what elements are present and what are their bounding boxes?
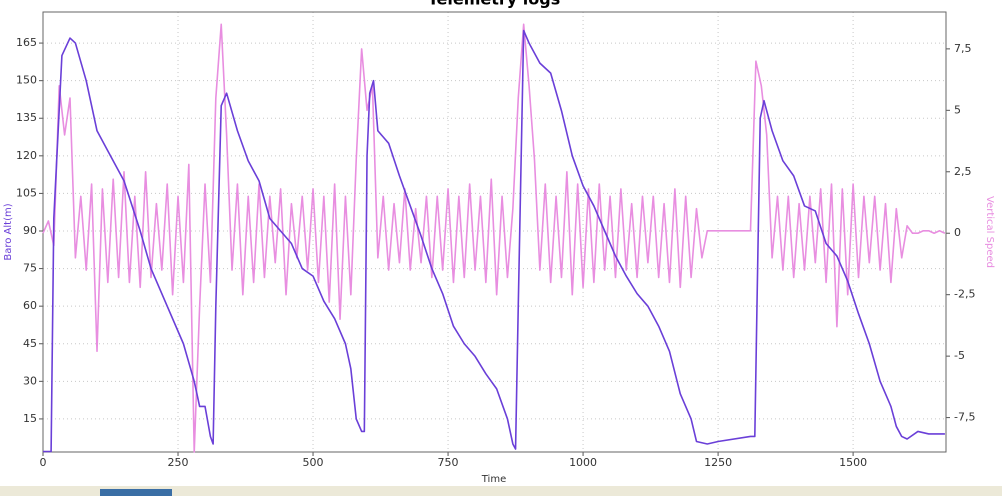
y-tick-label: 120 <box>16 149 37 162</box>
y2-tick-label: -7,5 <box>954 411 975 424</box>
x-tick-label: 500 <box>303 456 324 469</box>
y-axis-label: Baro Alt(m) <box>3 203 14 260</box>
y-tick-label: 165 <box>16 36 37 49</box>
y2-tick-label: 5 <box>954 103 961 116</box>
y-tick-label: 135 <box>16 111 37 124</box>
y2-tick-label: 0 <box>954 226 961 239</box>
chart-title: Telemetry logs <box>428 0 561 9</box>
y-tick-label: 90 <box>23 224 37 237</box>
y-tick-label: 45 <box>23 337 37 350</box>
taskbar-button <box>100 489 172 496</box>
chart-background <box>0 0 1002 486</box>
y2-axis-label: Vertical Speed <box>984 196 995 268</box>
y2-tick-label: 2,5 <box>954 165 972 178</box>
x-tick-label: 1000 <box>569 456 597 469</box>
x-tick-label: 1250 <box>704 456 732 469</box>
y-tick-label: 15 <box>23 412 37 425</box>
x-axis-label: Time <box>481 474 506 485</box>
x-tick-label: 0 <box>40 456 47 469</box>
y-tick-label: 75 <box>23 262 37 275</box>
y-tick-label: 30 <box>23 374 37 387</box>
x-tick-label: 1500 <box>839 456 867 469</box>
x-tick-label: 250 <box>168 456 189 469</box>
y2-tick-label: 7,5 <box>954 42 972 55</box>
x-tick-label: 750 <box>438 456 459 469</box>
y-tick-label: 150 <box>16 74 37 87</box>
y-tick-label: 105 <box>16 186 37 199</box>
y2-tick-label: -5 <box>954 349 965 362</box>
y-tick-label: 60 <box>23 299 37 312</box>
status-strip <box>0 486 1002 496</box>
data-line <box>43 29 945 453</box>
y2-tick-label: -2,5 <box>954 288 975 301</box>
data-line <box>42 23 946 453</box>
